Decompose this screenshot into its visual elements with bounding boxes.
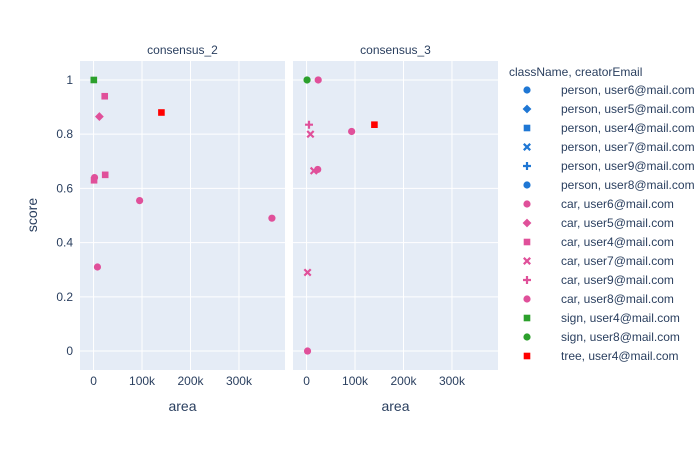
legend-item[interactable]: car, user9@mail.com: [523, 273, 674, 287]
y-tick-label: 1: [66, 73, 73, 87]
x-axis-title: area: [381, 398, 409, 414]
y-tick-label: 0.4: [56, 236, 73, 250]
legend-label: sign, user4@mail.com: [561, 311, 680, 325]
data-point: [309, 166, 318, 175]
legend-item[interactable]: car, user8@mail.com: [523, 292, 674, 306]
data-point: [90, 76, 98, 84]
x-tick-label: 0: [90, 374, 97, 388]
legend-symbol: [523, 124, 531, 132]
legend-label: person, user5@mail.com: [561, 102, 695, 116]
x-axis-title: area: [168, 398, 196, 414]
facet-title: consensus_3: [360, 43, 431, 57]
legend-symbol: [522, 104, 532, 114]
data-point: [303, 347, 312, 355]
y-tick-label: 0.2: [56, 290, 73, 304]
data-point: [303, 268, 312, 277]
legend-label: car, user5@mail.com: [561, 216, 674, 230]
legend-item[interactable]: person, user4@mail.com: [523, 121, 695, 135]
plot-background: [293, 61, 498, 370]
legend-symbol: [523, 238, 531, 246]
legend-label: car, user9@mail.com: [561, 273, 674, 287]
legend-symbol: [523, 162, 531, 170]
x-tick-label: 200k: [390, 374, 417, 388]
legend-item[interactable]: car, user4@mail.com: [523, 235, 674, 249]
data-point: [94, 112, 104, 121]
x-tick-label: 100k: [342, 374, 369, 388]
legend-item[interactable]: person, user9@mail.com: [523, 159, 695, 173]
y-tick-label: 0.8: [56, 127, 73, 141]
x-tick-label: 0: [303, 374, 310, 388]
facet-title: consensus_2: [147, 43, 218, 57]
data-point: [101, 171, 109, 179]
legend-symbol: [523, 314, 531, 322]
legend-item[interactable]: car, user6@mail.com: [523, 197, 674, 211]
legend-label: tree, user4@mail.com: [561, 349, 679, 363]
x-tick-label: 300k: [439, 374, 466, 388]
y-axis: 0 0.2 0.4 0.6 0.8 1: [56, 73, 73, 358]
legend-item[interactable]: person, user7@mail.com: [523, 140, 695, 154]
x-axes: 0 100k 200k 300k area 0 100k 200k 300k area: [90, 374, 466, 414]
legend-symbol: [523, 295, 531, 303]
legend-symbol: [523, 143, 531, 151]
data-point: [93, 263, 102, 271]
legend-item[interactable]: person, user5@mail.com: [522, 102, 695, 116]
legend-label: car, user8@mail.com: [561, 292, 674, 306]
plot-background: [80, 61, 285, 370]
data-point: [136, 196, 144, 205]
legend-symbol: [523, 86, 531, 94]
facet-titles: consensus_2 consensus_3: [147, 43, 431, 57]
data-markers: [90, 76, 378, 355]
legend-item[interactable]: car, user5@mail.com: [522, 216, 674, 230]
legend-symbol: [523, 352, 531, 360]
legend-symbol: [522, 218, 532, 228]
data-point: [314, 76, 322, 84]
legend-label: person, user7@mail.com: [561, 140, 695, 154]
legend-label: sign, user8@mail.com: [561, 330, 680, 344]
legend-label: car, user4@mail.com: [561, 235, 674, 249]
legend-title: className, creatorEmail: [509, 65, 642, 79]
x-tick-label: 100k: [129, 374, 156, 388]
x-tick-label: 300k: [226, 374, 253, 388]
legend-label: car, user6@mail.com: [561, 197, 674, 211]
data-point: [371, 121, 378, 128]
plot-panels: [80, 61, 498, 370]
legend-item[interactable]: car, user7@mail.com: [523, 254, 674, 268]
legend-symbol: [523, 276, 531, 284]
legend-item[interactable]: person, user6@mail.com: [523, 83, 695, 97]
legend-symbol: [523, 257, 531, 265]
legend-symbol: [523, 333, 531, 341]
legend-label: car, user7@mail.com: [561, 254, 674, 268]
x-tick-label: 200k: [177, 374, 204, 388]
data-point: [90, 176, 98, 184]
legend-label: person, user9@mail.com: [561, 159, 695, 173]
data-point: [348, 127, 356, 136]
legend-label: person, user8@mail.com: [561, 178, 695, 192]
data-point: [306, 130, 315, 139]
data-point: [158, 109, 165, 116]
legend-item[interactable]: tree, user4@mail.com: [523, 349, 679, 363]
legend[interactable]: className, creatorEmail person, user6@mai…: [509, 65, 695, 363]
data-point: [303, 76, 311, 84]
legend-symbol: [523, 200, 531, 208]
legend-item[interactable]: sign, user4@mail.com: [523, 311, 680, 325]
y-tick-label: 0: [66, 344, 73, 358]
data-point: [304, 120, 313, 129]
legend-label: person, user4@mail.com: [561, 121, 695, 135]
legend-symbol: [523, 181, 531, 189]
legend-item[interactable]: person, user8@mail.com: [523, 178, 695, 192]
y-tick-label: 0.6: [56, 181, 73, 195]
y-axis-title: score: [24, 198, 40, 232]
legend-item[interactable]: sign, user8@mail.com: [523, 330, 680, 344]
data-point: [101, 92, 109, 100]
data-point: [268, 214, 276, 222]
legend-label: person, user6@mail.com: [561, 83, 695, 97]
